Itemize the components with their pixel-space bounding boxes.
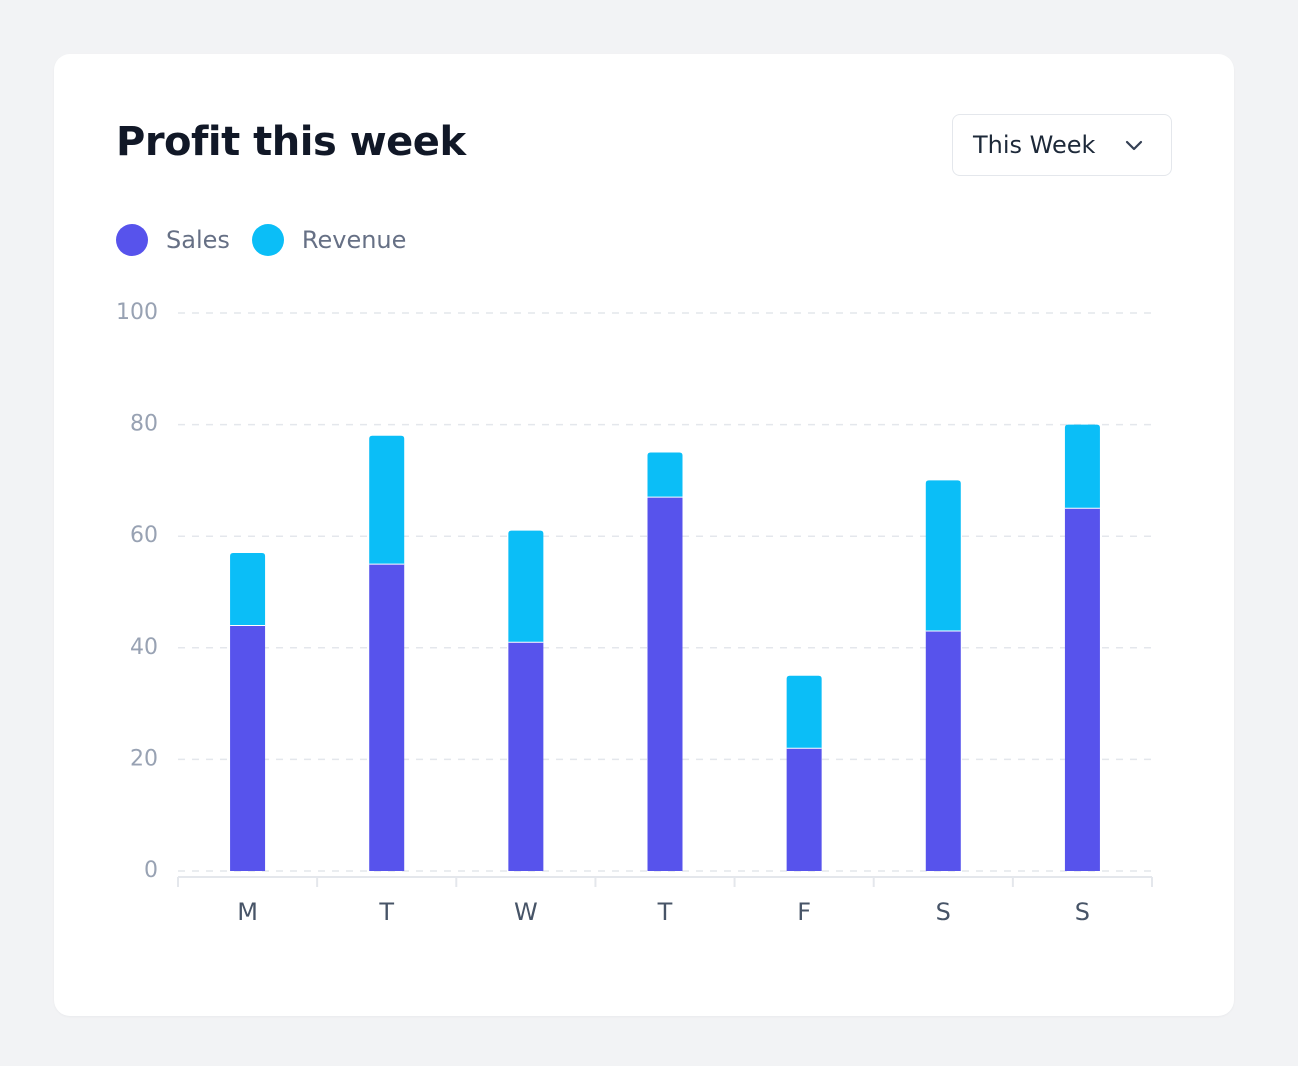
bar-sales [786,748,822,871]
bar-sales [508,642,544,871]
bar-revenue [786,675,822,749]
period-select-label: This Week [973,131,1096,159]
x-category-label: F [797,898,811,926]
profit-card: Profit this week This Week Sales Revenue… [54,54,1234,1016]
bar-sales [230,625,266,871]
legend-item-revenue[interactable]: Revenue [251,224,407,256]
bar-revenue [508,530,544,643]
bar-revenue [925,480,961,632]
bar-revenue [1064,424,1100,509]
bar-revenue [369,435,405,565]
x-category-label: S [1075,898,1090,926]
y-tick-label: 80 [130,412,158,437]
legend-item-sales[interactable]: Sales [116,224,230,256]
period-select[interactable]: This Week [952,114,1172,176]
x-category-label: W [514,898,538,926]
bar-revenue [230,552,266,626]
bar-revenue [647,452,683,498]
chart-legend: Sales Revenue [116,224,428,256]
y-tick-label: 20 [130,746,158,771]
legend-label-revenue: Revenue [301,226,407,254]
card-title: Profit this week [116,119,466,165]
bar-sales [369,564,405,871]
y-tick-label: 40 [130,635,158,660]
legend-dot-sales [116,224,148,256]
bar-sales [925,631,961,871]
y-tick-label: 60 [130,523,158,548]
chevron-down-icon [1121,132,1147,158]
x-category-label: T [657,898,673,926]
x-category-label: S [936,898,951,926]
legend-label-sales: Sales [166,226,230,254]
x-category-label: M [237,898,258,926]
legend-dot-revenue [251,224,284,256]
bar-sales [1064,508,1100,871]
y-tick-label: 0 [144,858,158,883]
y-tick-label: 100 [116,300,158,325]
bar-sales [647,497,683,871]
stacked-bar-chart: 0 20 40 60 80 100 M T W T F S S [116,300,1153,926]
x-category-label: T [378,898,394,926]
